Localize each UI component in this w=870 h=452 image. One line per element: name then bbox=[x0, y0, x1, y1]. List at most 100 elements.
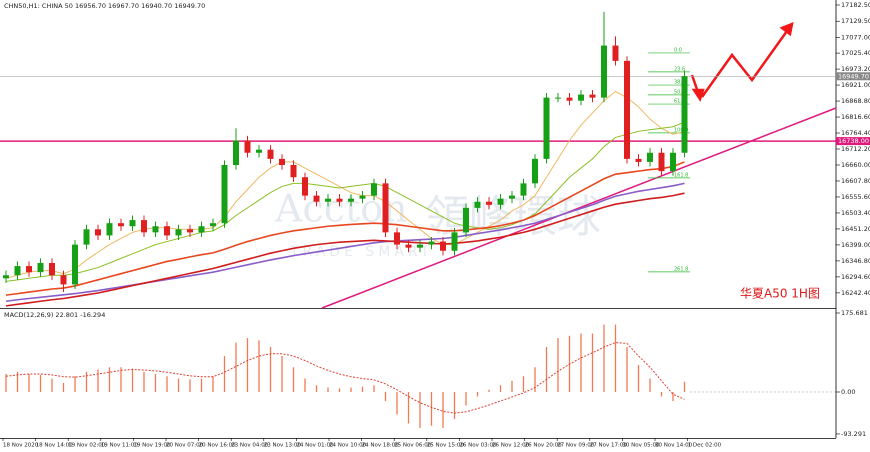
y-tick-label: 175.681 bbox=[841, 309, 868, 317]
candle-body bbox=[60, 275, 67, 285]
fib-label: 0.0 bbox=[674, 47, 682, 53]
moving-average bbox=[5, 192, 685, 307]
fib-label: 261.8 bbox=[674, 266, 688, 272]
x-tick-label: 19 Nov 02:00 bbox=[68, 443, 106, 449]
candle-body bbox=[520, 183, 527, 196]
x-tick-label: 23 Nov 04:00 bbox=[231, 443, 269, 449]
candle-body bbox=[451, 232, 458, 251]
candle-body bbox=[106, 223, 113, 236]
macd-title: MACD(12,26,9) 22.801 -16.294 bbox=[4, 311, 105, 319]
fib-label: 38.2 bbox=[674, 80, 685, 86]
candle-body bbox=[129, 220, 136, 227]
x-tick-label: 24 Nov 10:00 bbox=[329, 443, 367, 449]
x-tick-label: 18 Nov 14:00 bbox=[36, 443, 74, 449]
y-tick-label: 16973.20 bbox=[841, 65, 870, 73]
y-tick-label: 16660.00 bbox=[841, 161, 870, 169]
candle-body bbox=[49, 262, 55, 276]
candle-body bbox=[543, 97, 550, 159]
candle-body bbox=[509, 195, 515, 199]
y-tick-label: 16399.00 bbox=[841, 241, 870, 249]
y-tick-label: 17077.00 bbox=[841, 33, 870, 41]
y-tick-label: 16242.40 bbox=[841, 289, 870, 297]
candle-body bbox=[187, 229, 193, 233]
candle-body bbox=[152, 226, 159, 233]
x-tick-label: 26 Nov 20:00 bbox=[525, 443, 563, 449]
chart-title: CHN50,H1: CHINA 50 16956.70 16967.70 169… bbox=[4, 2, 205, 10]
candle-body bbox=[141, 220, 147, 233]
x-tick-label: 20 Nov 16:00 bbox=[199, 443, 237, 449]
y-tick-label: 16346.80 bbox=[841, 257, 870, 265]
x-tick-label: 20 Nov 07:00 bbox=[166, 443, 204, 449]
x-tick-label: 27 Nov 09:00 bbox=[557, 443, 595, 449]
candle-body bbox=[359, 195, 366, 199]
candle-body bbox=[14, 266, 21, 276]
fib-label: 50.0 bbox=[674, 89, 685, 95]
fib-label: 100.0 bbox=[674, 127, 688, 133]
candle-body bbox=[348, 198, 354, 202]
candle-body bbox=[290, 164, 297, 178]
candle-body bbox=[428, 241, 435, 245]
candle-body bbox=[26, 266, 32, 273]
moving-average bbox=[5, 121, 685, 282]
candle-body bbox=[555, 97, 561, 99]
candle-body bbox=[681, 76, 688, 153]
level-label: 16738.00 bbox=[838, 137, 869, 145]
y-tick-label: 16555.60 bbox=[841, 193, 870, 201]
y-tick-label: 16451.20 bbox=[841, 225, 870, 233]
y-tick-label: 16294.60 bbox=[841, 273, 870, 281]
candle-body bbox=[601, 45, 607, 98]
candle-body bbox=[221, 164, 228, 224]
moving-average bbox=[5, 182, 685, 303]
candle-body bbox=[198, 226, 205, 233]
x-tick-label: 18 Nov 2020 bbox=[3, 443, 39, 449]
annotation: 华夏A50 1H图 bbox=[740, 287, 820, 301]
y-tick-label: 16868.80 bbox=[841, 97, 870, 105]
candle-body bbox=[532, 158, 538, 184]
y-tick-label: 0.00 bbox=[841, 388, 855, 396]
x-tick-label: 19 Nov 11:00 bbox=[101, 443, 139, 449]
y-tick-label: 16816.60 bbox=[841, 113, 870, 121]
current-price-label: 16949.70 bbox=[838, 72, 869, 80]
candle-body bbox=[233, 140, 239, 165]
y-tick-label: 17129.50 bbox=[841, 17, 870, 25]
y-tick-label: 16764.40 bbox=[841, 129, 870, 137]
candle-body bbox=[164, 226, 170, 236]
candle-body bbox=[417, 244, 423, 248]
level-label-bg bbox=[836, 137, 870, 146]
y-tick-label: -93.291 bbox=[841, 430, 866, 438]
x-tick-label: 26 Nov 12:00 bbox=[492, 443, 530, 449]
candle-body bbox=[497, 198, 504, 205]
x-tick-label: 24 Nov 18:00 bbox=[362, 443, 400, 449]
fib-label: 23.6 bbox=[674, 66, 685, 72]
candle-body bbox=[95, 229, 101, 236]
fib-label: 61.8 bbox=[674, 99, 685, 105]
y-tick-label: 16712.20 bbox=[841, 145, 870, 153]
current-price-bg bbox=[836, 72, 870, 81]
candle-body bbox=[463, 207, 469, 233]
y-tick-label: 16607.80 bbox=[841, 177, 870, 185]
candle-body bbox=[313, 195, 320, 202]
arrow-head bbox=[779, 21, 794, 37]
candle-body bbox=[371, 183, 377, 196]
candle-body bbox=[175, 229, 182, 236]
candle-body bbox=[647, 152, 653, 162]
candle-body bbox=[486, 201, 492, 205]
y-tick-label: 17025.40 bbox=[841, 49, 870, 57]
candle-body bbox=[336, 198, 343, 202]
signal-line bbox=[5, 342, 685, 414]
fib-label: 161.8 bbox=[674, 172, 688, 178]
y-tick-label: 16503.40 bbox=[841, 209, 870, 217]
candle-body bbox=[624, 60, 630, 159]
candle-body bbox=[118, 223, 124, 227]
candle-body bbox=[589, 94, 596, 98]
candle-body bbox=[325, 198, 331, 202]
candle-body bbox=[474, 201, 481, 208]
candle-body bbox=[83, 229, 90, 245]
candle-body bbox=[210, 223, 216, 227]
moving-average bbox=[5, 161, 685, 296]
x-tick-label: 30 Nov 14:00 bbox=[655, 443, 693, 449]
arrow-head bbox=[691, 88, 705, 102]
candle-body bbox=[578, 94, 584, 101]
watermark-text: TRADE SMART bbox=[289, 244, 433, 260]
